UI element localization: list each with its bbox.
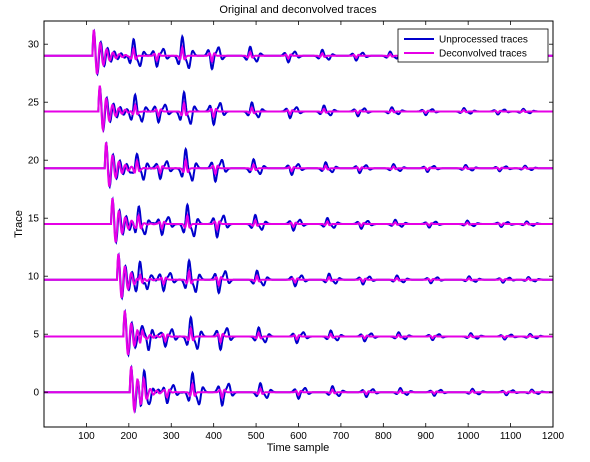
x-tick-label: 1200 — [542, 431, 565, 442]
unprocessed-trace-1 — [44, 308, 553, 358]
y-tick-label: 15 — [28, 214, 40, 225]
y-axis: 0 5 10 15 20 25 30 — [28, 40, 553, 399]
legend-label-deconvolved: Deconvolved traces — [439, 49, 527, 60]
x-tick-label: 200 — [120, 431, 137, 442]
x-tick-label: 100 — [78, 431, 95, 442]
deconvolved-trace-5 — [44, 85, 553, 134]
deconvolved-trace-0 — [44, 366, 553, 415]
x-tick-label: 800 — [375, 431, 392, 442]
legend: Unprocessed traces Deconvolved traces — [397, 28, 549, 63]
unprocessed-trace-0 — [44, 364, 553, 414]
x-tick-label: 700 — [333, 431, 350, 442]
x-tick-label: 500 — [248, 431, 265, 442]
legend-box — [397, 28, 549, 63]
deconvolved-trace-3 — [44, 198, 553, 243]
y-tick-label: 5 — [33, 330, 39, 341]
deconvolved-trace-4 — [44, 142, 553, 187]
y-tick-label: 0 — [33, 388, 39, 399]
y-tick-label: 25 — [28, 98, 40, 109]
y-tick-label: 20 — [28, 156, 40, 167]
chart-title: Original and deconvolved traces — [219, 4, 377, 16]
x-tick-label: 600 — [290, 431, 307, 442]
y-tick-label: 30 — [28, 40, 40, 51]
deconvolved-trace-1 — [44, 310, 553, 355]
y-tick-label: 10 — [28, 272, 40, 283]
x-axis-label: Time sample — [267, 442, 330, 454]
x-tick-label: 300 — [163, 431, 180, 442]
x-axis: 100 200 300 400 500 600 700 800 900 1000 1100 1200 — [78, 21, 565, 442]
x-tick-label: 1000 — [457, 431, 480, 442]
deconvolved-trace-2 — [44, 253, 553, 299]
x-tick-label: 400 — [205, 431, 222, 442]
legend-label-unprocessed: Unprocessed traces — [439, 35, 528, 46]
x-tick-label: 1100 — [500, 431, 522, 442]
y-axis-label: Trace — [13, 210, 25, 238]
x-tick-label: 900 — [417, 431, 434, 442]
